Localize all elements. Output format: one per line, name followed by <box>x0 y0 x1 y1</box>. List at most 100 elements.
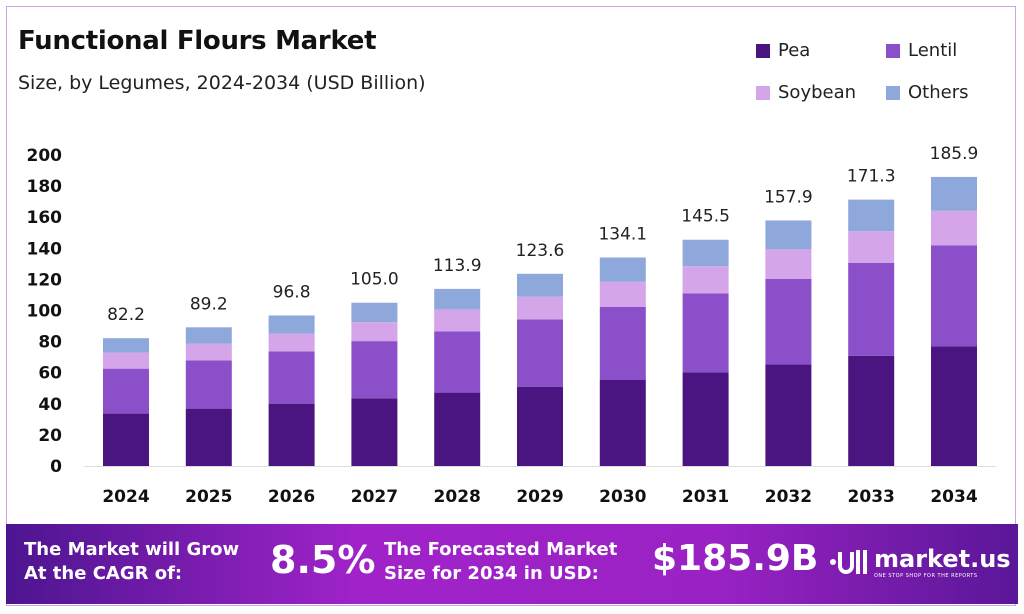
bar-segment-soybean <box>351 322 398 342</box>
bar-segment-pea <box>682 372 729 466</box>
bar-segment-lentil <box>185 360 232 409</box>
legend-label: Pea <box>778 40 811 61</box>
cagr-label-line1: The Market will Grow <box>24 539 240 560</box>
chart-title: Functional Flours Market <box>18 26 377 56</box>
total-data-label: 134.1 <box>598 224 647 244</box>
y-tick-label: 160 <box>27 208 63 228</box>
bar-segment-lentil <box>599 306 646 381</box>
bar-segment-soybean <box>765 249 812 279</box>
y-tick-label: 80 <box>38 333 62 353</box>
bar-segment-lentil <box>351 341 398 399</box>
x-tick-label: 2024 <box>102 487 149 507</box>
x-tick-label: 2028 <box>434 487 481 507</box>
x-tick-label: 2029 <box>516 487 563 507</box>
bar-segment-others <box>434 288 481 310</box>
bar-segment-pea <box>599 380 646 466</box>
bar-segment-others <box>103 338 149 353</box>
bar-segment-others <box>185 327 232 344</box>
stacked-bar-chart: 0 20 40 60 80 100 120 140 160 180 200 82.2 2024 89.2 2… <box>27 144 996 507</box>
total-data-label: 96.8 <box>273 282 311 302</box>
cagr-label: The Market will Grow At the CAGR of: <box>24 538 239 586</box>
total-data-label: 171.3 <box>847 167 896 187</box>
logo-tagline: ONE STOP SHOP FOR THE REPORTS <box>874 573 978 579</box>
bar-segment-soybean <box>848 231 895 263</box>
legend-item-pea: Pea <box>756 40 810 61</box>
legend-item-others: Others <box>886 82 969 103</box>
x-tick-label: 2026 <box>268 487 315 507</box>
bar-segment-lentil <box>103 368 149 414</box>
bar-segment-soybean <box>931 210 977 246</box>
legend-swatch <box>756 85 770 100</box>
y-tick-label: 60 <box>38 364 62 384</box>
x-tick-label: 2031 <box>682 487 729 507</box>
y-tick-label: 20 <box>38 426 62 446</box>
total-data-label: 105.0 <box>350 270 399 290</box>
legend-label: Lentil <box>908 40 958 61</box>
x-tick-label: 2030 <box>599 487 646 507</box>
cagr-label-line2: At the CAGR of: <box>24 563 183 584</box>
bar-segment-others <box>517 273 563 297</box>
bar-segment-pea <box>765 364 812 466</box>
forecast-value: $185.9B <box>652 538 819 579</box>
legend-item-soybean: Soybean <box>756 82 856 103</box>
y-tick-label: 180 <box>27 177 63 197</box>
bar-segment-lentil <box>765 278 812 365</box>
total-data-label: 185.9 <box>930 144 979 164</box>
bar-segment-lentil <box>931 245 977 347</box>
bar-segment-others <box>848 199 895 232</box>
bar-segment-soybean <box>599 281 646 307</box>
bar-segment-soybean <box>682 266 729 294</box>
y-tick-label: 100 <box>27 302 63 322</box>
x-tick-label: 2027 <box>351 487 398 507</box>
bar-segment-others <box>931 176 977 211</box>
bar-segment-pea <box>351 398 398 466</box>
summary-banner: The Market will Grow At the CAGR of: 8.5… <box>6 524 1018 604</box>
logo-icon <box>830 550 867 574</box>
bar-segment-lentil <box>682 293 729 373</box>
total-data-label: 89.2 <box>190 294 228 314</box>
bar-segment-soybean <box>517 296 563 320</box>
forecast-label: The Forecasted Market Size for 2034 in U… <box>384 538 617 586</box>
bar-segment-pea <box>931 346 977 466</box>
y-tick-label: 140 <box>27 239 63 259</box>
x-tick-label: 2034 <box>930 487 977 507</box>
total-data-label: 123.6 <box>516 241 565 261</box>
forecast-label-line1: The Forecasted Market <box>384 539 618 560</box>
bar-segment-soybean <box>185 343 232 361</box>
total-data-label: 145.5 <box>681 207 730 227</box>
legend-label: Others <box>908 82 969 103</box>
bar-segment-pea <box>434 392 481 466</box>
bar-segment-pea <box>268 403 315 466</box>
bar-segment-pea <box>848 355 895 466</box>
legend-swatch <box>886 85 900 100</box>
total-data-label: 113.9 <box>433 256 482 276</box>
y-tick-label: 200 <box>27 146 63 166</box>
bar-segment-others <box>351 302 398 323</box>
x-tick-label: 2033 <box>848 487 895 507</box>
total-data-label: 157.9 <box>764 187 813 207</box>
logo-name: market.us <box>874 545 1011 573</box>
bar-segment-pea <box>103 413 149 466</box>
bar-segment-soybean <box>434 309 481 332</box>
market-us-logo: market.us ONE STOP SHOP FOR THE REPORTS <box>828 542 1011 582</box>
bar-segment-lentil <box>434 331 481 393</box>
y-tick-label: 40 <box>38 395 62 415</box>
bar-segment-lentil <box>517 319 563 387</box>
forecast-label-line2: Size for 2034 in USD: <box>384 563 599 584</box>
legend-swatch <box>756 43 770 58</box>
bar-segment-pea <box>517 386 563 466</box>
cagr-value: 8.5% <box>270 538 376 582</box>
frame <box>6 6 1016 606</box>
y-tick-label: 0 <box>50 457 62 477</box>
legend-item-lentil: Lentil <box>886 40 957 61</box>
bar-segment-others <box>682 239 729 267</box>
bar-segment-soybean <box>268 333 315 352</box>
bar-segment-pea <box>185 408 232 466</box>
bar-segment-soybean <box>103 352 149 369</box>
bar-segment-others <box>765 220 812 250</box>
chart-subtitle: Size, by Legumes, 2024-2034 (USD Billion… <box>18 72 426 94</box>
bar-segment-others <box>268 315 315 334</box>
total-data-label: 82.2 <box>107 305 145 325</box>
bar-segment-lentil <box>268 351 315 404</box>
y-tick-label: 120 <box>27 270 63 290</box>
